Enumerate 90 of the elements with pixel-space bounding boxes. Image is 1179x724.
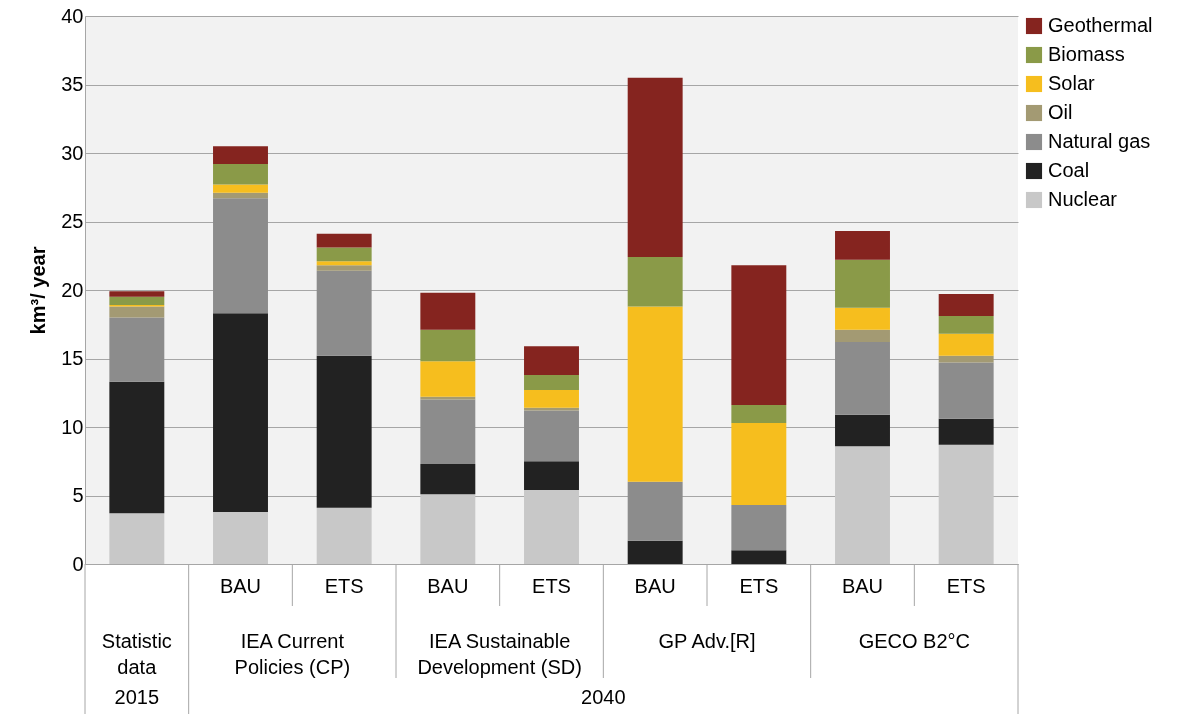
y-tick-label: 20 — [61, 278, 84, 301]
y-tick-label: 35 — [61, 73, 84, 95]
bar — [420, 399, 476, 464]
text: GP Adv.[R] — [658, 630, 756, 652]
bar — [835, 307, 890, 330]
x-tick-label: ETS — [532, 574, 571, 597]
bar — [213, 192, 268, 199]
text: GECO B2°C — [858, 630, 971, 652]
bar — [938, 355, 994, 363]
bar — [316, 270, 372, 356]
bar — [524, 374, 579, 391]
bar — [524, 490, 579, 564]
bar — [420, 463, 476, 495]
bar — [316, 265, 372, 271]
bar — [627, 306, 683, 482]
text: Statistic data — [101, 630, 172, 678]
bar — [938, 362, 994, 419]
y-tick-label: 15 — [61, 347, 84, 369]
legend-label: Oil — [1048, 101, 1073, 123]
legend-label: Natural gas — [1048, 130, 1151, 152]
bar — [627, 257, 683, 307]
bar — [835, 342, 890, 415]
bar — [835, 446, 890, 564]
bar — [213, 511, 268, 564]
bar — [109, 317, 165, 382]
text: 2015 — [114, 686, 160, 708]
y-tick-label: 40 — [61, 4, 84, 27]
x-tick-label: ETS — [946, 574, 986, 597]
y-tick-label: 25 — [61, 210, 84, 232]
bar — [627, 481, 683, 541]
bar — [835, 414, 890, 447]
bar — [213, 163, 268, 185]
bar — [316, 507, 372, 564]
bar — [420, 292, 476, 330]
legend-label: Biomass — [1048, 43, 1125, 65]
x-tick-label: BAU — [219, 574, 262, 597]
bar — [938, 333, 994, 356]
bar — [835, 329, 890, 343]
bar — [627, 77, 683, 258]
text: IEA Sustainable Development (SD) — [417, 630, 582, 678]
bar — [109, 291, 165, 297]
x-tick-label: BAU — [841, 574, 884, 597]
bar — [938, 418, 994, 445]
bar — [731, 405, 787, 423]
text: IEA Current Policies (CP) — [234, 630, 351, 678]
bar — [420, 396, 476, 400]
y-tick-label: 0 — [72, 552, 84, 575]
bar — [420, 361, 476, 397]
legend-label: Solar — [1048, 72, 1096, 94]
x-tick-label: BAU — [427, 574, 469, 597]
bar — [731, 505, 787, 551]
bar — [109, 381, 165, 514]
bar — [316, 355, 372, 508]
bar — [627, 540, 683, 564]
bar — [109, 296, 165, 306]
bar — [524, 346, 579, 375]
bar — [213, 313, 268, 512]
text: 2040 — [581, 686, 626, 708]
y-tick-label: 10 — [61, 415, 84, 438]
y-tick-label: 30 — [61, 141, 84, 164]
bar — [316, 247, 372, 262]
bar — [938, 294, 994, 317]
bar — [213, 146, 268, 164]
bar — [109, 306, 165, 318]
bar — [938, 444, 994, 564]
bar — [731, 422, 787, 506]
bar — [420, 329, 476, 362]
bar — [524, 407, 579, 411]
bar — [731, 550, 787, 564]
x-tick-label: BAU — [634, 574, 676, 597]
y-tick-label: 5 — [72, 484, 84, 506]
bar — [213, 184, 268, 193]
y-axis-title: km³/ year — [27, 246, 50, 335]
legend-label: Coal — [1048, 159, 1090, 181]
bar — [316, 233, 372, 248]
bar — [109, 513, 165, 564]
legend-label: Nuclear — [1048, 188, 1118, 210]
bar — [835, 259, 890, 308]
bar — [316, 261, 372, 266]
bar — [731, 265, 787, 406]
legend-label: Geothermal — [1048, 14, 1153, 36]
bar — [524, 461, 579, 491]
bar — [420, 494, 476, 564]
x-tick-label: ETS — [324, 574, 364, 597]
bar — [213, 198, 268, 314]
bar — [524, 390, 579, 408]
x-tick-label: ETS — [739, 574, 779, 597]
bar — [835, 231, 890, 260]
bar — [524, 410, 579, 462]
bar — [938, 316, 994, 334]
